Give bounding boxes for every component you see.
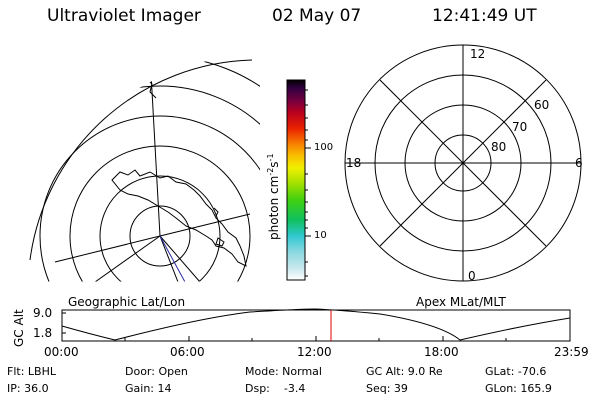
info-glon: GLon: 165.9 xyxy=(485,382,552,395)
mlt-label-18: 18 xyxy=(346,156,362,170)
app-title: Ultraviolet Imager xyxy=(47,6,201,26)
time-tick-06: 06:00 xyxy=(170,345,205,359)
mlt-label-12: 12 xyxy=(470,47,486,61)
info-gc-alt: GC Alt: 9.0 Re xyxy=(366,365,443,378)
altitude-plot xyxy=(61,308,571,342)
info-dsp: Dsp: -3.4 xyxy=(245,382,306,395)
mlt-label-6: 6 xyxy=(575,156,583,170)
info-gain: Gain: 14 xyxy=(125,382,172,395)
info-door: Door: Open xyxy=(125,365,188,378)
info-mode: Mode: Normal xyxy=(245,365,322,378)
info-seq: Seq: 39 xyxy=(366,382,408,395)
lat-label-60: 60 xyxy=(534,98,550,112)
date-label: 02 May 07 xyxy=(272,6,362,26)
lat-label-80: 80 xyxy=(491,140,507,154)
left-map-label: Geographic Lat/Lon xyxy=(68,295,186,309)
info-filter: Flt: LBHL xyxy=(7,365,56,378)
altitude-ylabel: GC Alt xyxy=(12,309,26,347)
colorbar xyxy=(286,79,306,281)
time-label: 12:41:49 UT xyxy=(432,6,537,26)
right-map-label: Apex MLat/MLT xyxy=(416,295,506,309)
time-tick-2359: 23:59 xyxy=(554,345,589,359)
time-tick-12: 12:00 xyxy=(297,345,332,359)
altitude-ytick-1-8: 1.8 xyxy=(33,326,53,340)
altitude-ytick-9: 9.0 xyxy=(33,306,53,320)
time-tick-18: 18:00 xyxy=(424,345,459,359)
colorbar-tick-100: 100 xyxy=(314,142,334,153)
lat-label-70: 70 xyxy=(512,120,528,134)
info-ip: IP: 36.0 xyxy=(7,382,49,395)
time-tick-00: 00:00 xyxy=(44,345,79,359)
polar-grid xyxy=(344,44,582,282)
colorbar-unit-label: photon cm-2s-1 xyxy=(266,153,281,240)
mlt-label-0: 0 xyxy=(468,269,476,283)
colorbar-tick-10: 10 xyxy=(314,230,327,241)
info-glat: GLat: -70.6 xyxy=(485,365,547,378)
